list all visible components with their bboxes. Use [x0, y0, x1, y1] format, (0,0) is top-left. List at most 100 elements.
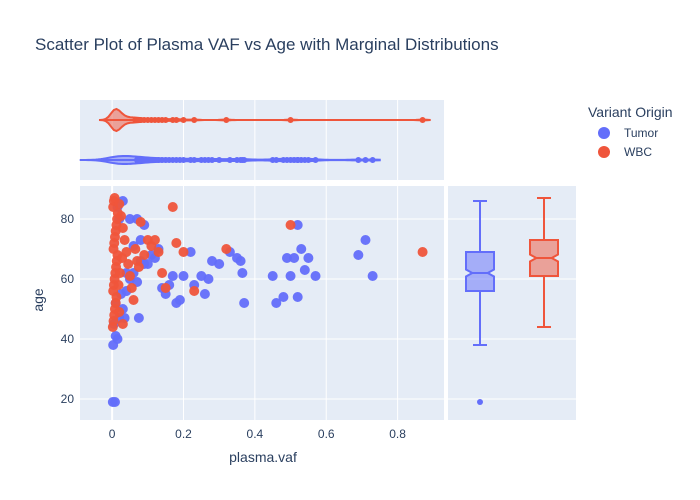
right-marginal-area[interactable]: [448, 186, 576, 420]
scatter-point-wbc[interactable]: [126, 283, 137, 293]
scatter-point-tumor[interactable]: [360, 235, 371, 245]
y-tick-label: 20: [61, 392, 75, 406]
violin-point: [162, 117, 169, 123]
scatter-point-wbc[interactable]: [135, 217, 146, 227]
violin-point: [355, 157, 362, 163]
x-tick-label: 0.2: [175, 427, 192, 441]
violin-point: [173, 117, 180, 123]
scatter-point-wbc[interactable]: [113, 280, 124, 290]
scatter-point-tumor[interactable]: [135, 235, 146, 245]
violin-point: [419, 117, 426, 123]
violin-point: [287, 117, 294, 123]
scatter-point-wbc[interactable]: [128, 295, 139, 305]
scatter-point-tumor[interactable]: [285, 271, 296, 281]
y-tick-label: 60: [61, 272, 75, 286]
scatter-point-tumor[interactable]: [292, 292, 303, 302]
scatter-point-tumor[interactable]: [271, 298, 282, 308]
legend-marker-tumor: [598, 127, 610, 139]
scatter-point-tumor[interactable]: [281, 253, 292, 263]
violin-point: [223, 117, 230, 123]
scatter-point-tumor[interactable]: [185, 247, 196, 257]
scatter-point-wbc[interactable]: [117, 319, 128, 329]
scatter-point-tumor[interactable]: [296, 244, 307, 254]
violin-point: [312, 157, 319, 163]
scatter-point-wbc[interactable]: [160, 283, 171, 293]
scatter-point-wbc[interactable]: [133, 262, 144, 272]
scatter-point-tumor[interactable]: [142, 259, 153, 269]
violin-point: [369, 157, 376, 163]
scatter-point-tumor[interactable]: [109, 397, 120, 407]
chart-title: Scatter Plot of Plasma VAF vs Age with M…: [35, 35, 499, 54]
violin-point: [216, 157, 223, 163]
scatter-point-tumor[interactable]: [299, 265, 310, 275]
scatter-point-wbc[interactable]: [124, 271, 135, 281]
scatter-point-tumor[interactable]: [239, 298, 250, 308]
scatter-point-wbc[interactable]: [130, 244, 141, 254]
violin-point: [191, 157, 198, 163]
scatter-point-tumor[interactable]: [292, 220, 303, 230]
scatter-point-tumor[interactable]: [237, 268, 248, 278]
scatter-point-tumor[interactable]: [199, 289, 210, 299]
scatter-point-wbc[interactable]: [116, 211, 127, 221]
scatter-point-wbc[interactable]: [178, 247, 189, 257]
scatter-point-wbc[interactable]: [285, 220, 296, 230]
scatter-point-tumor[interactable]: [174, 295, 185, 305]
scatter-point-tumor[interactable]: [235, 256, 246, 266]
scatter-point-wbc[interactable]: [167, 202, 178, 212]
scatter-point-tumor[interactable]: [167, 271, 178, 281]
legend-marker-wbc: [598, 146, 610, 158]
x-tick-label: 0.4: [247, 427, 264, 441]
violin-point: [273, 157, 280, 163]
violin-point: [362, 157, 369, 163]
violin-point: [135, 157, 142, 163]
scatter-point-tumor[interactable]: [112, 334, 123, 344]
scatter-point-tumor[interactable]: [124, 214, 135, 224]
scatter-point-wbc[interactable]: [114, 268, 125, 278]
scatter-point-wbc[interactable]: [221, 244, 232, 254]
legend-item-wbc[interactable]: WBC: [598, 145, 652, 159]
scatter-point-wbc[interactable]: [114, 199, 125, 209]
scatter-point-wbc[interactable]: [149, 235, 160, 245]
box-outlier: [477, 399, 483, 405]
scatter-point-tumor[interactable]: [203, 274, 214, 284]
box-tumor[interactable]: [465, 200, 495, 405]
scatter-point-wbc[interactable]: [117, 253, 128, 263]
scatter-point-wbc[interactable]: [189, 286, 200, 296]
legend-item-tumor[interactable]: Tumor: [598, 126, 658, 140]
scatter-point-tumor[interactable]: [278, 292, 289, 302]
scatter-point-wbc[interactable]: [171, 238, 182, 248]
violin-point: [241, 157, 248, 163]
scatter-point-tumor[interactable]: [178, 271, 189, 281]
scatter-point-wbc[interactable]: [417, 247, 428, 257]
scatter-point-tumor[interactable]: [303, 253, 314, 263]
scatter-marks: [107, 193, 428, 407]
legend-label-wbc: WBC: [624, 145, 652, 159]
scatter-point-tumor[interactable]: [214, 259, 225, 269]
violin-point: [180, 117, 187, 123]
box-wbc[interactable]: [529, 197, 559, 328]
top-marginal-area[interactable]: [80, 100, 444, 180]
violin-point: [226, 157, 233, 163]
scatter-point-tumor[interactable]: [367, 271, 378, 281]
legend-label-tumor: Tumor: [624, 126, 658, 140]
violin-point: [209, 157, 216, 163]
violin-point: [191, 117, 198, 123]
y-tick-label: 40: [61, 332, 75, 346]
scatter-point-wbc[interactable]: [117, 223, 128, 233]
scatter-point-tumor[interactable]: [310, 271, 321, 281]
scatter-point-wbc[interactable]: [139, 250, 150, 260]
box-marginal: [465, 197, 559, 405]
scatter-point-wbc[interactable]: [119, 235, 130, 245]
scatter-point-wbc[interactable]: [114, 307, 125, 317]
scatter-point-wbc[interactable]: [157, 268, 168, 278]
scatter-point-tumor[interactable]: [133, 313, 144, 323]
axis-ticks: 0 0.2 0.4 0.6 0.8 20 40 60 80: [61, 212, 407, 441]
scatter-point-tumor[interactable]: [289, 253, 300, 263]
scatter-point-tumor[interactable]: [267, 271, 278, 281]
x-axis-title: plasma.vaf: [229, 449, 297, 465]
scatter-point-tumor[interactable]: [353, 250, 364, 260]
scatter-point-wbc[interactable]: [153, 247, 164, 257]
violin-marginal: [79, 107, 431, 166]
violin-point: [294, 157, 301, 163]
